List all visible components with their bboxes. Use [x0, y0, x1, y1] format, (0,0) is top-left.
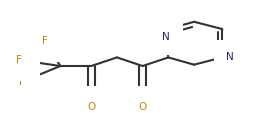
Text: F: F	[16, 55, 22, 65]
Text: O: O	[87, 102, 95, 112]
Text: N: N	[162, 32, 170, 42]
Text: N: N	[226, 52, 234, 62]
Text: O: O	[139, 102, 147, 112]
Text: F: F	[19, 77, 25, 87]
Text: F: F	[42, 36, 48, 46]
